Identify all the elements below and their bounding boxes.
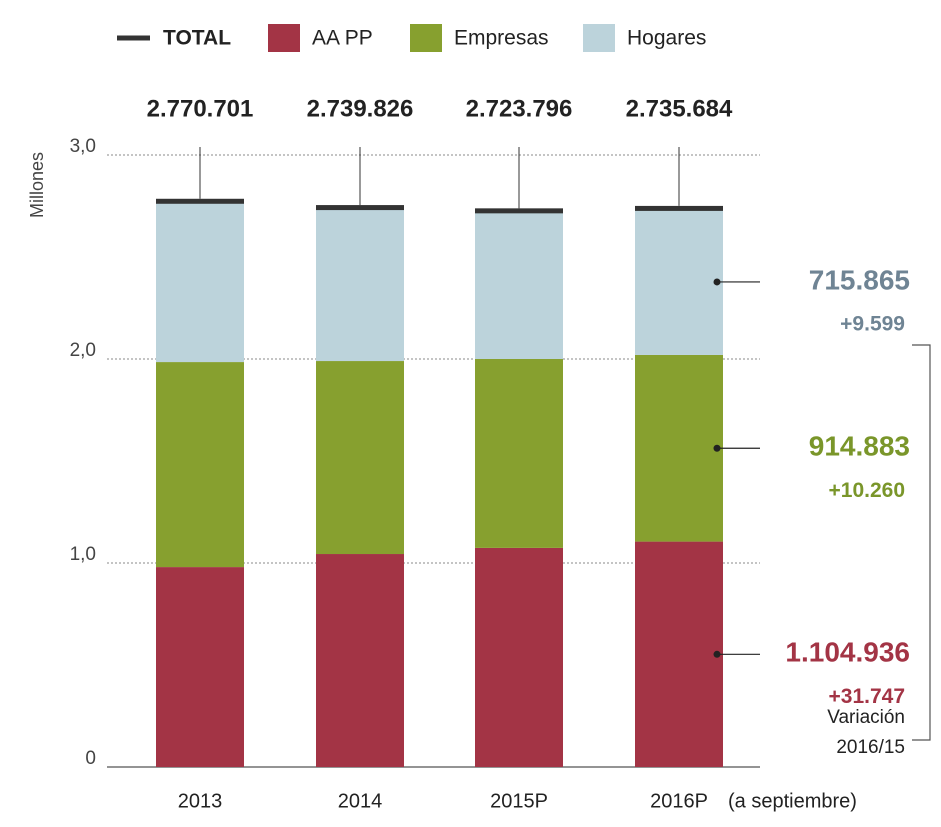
bracket: [912, 344, 931, 741]
y-tick-label: 2,0: [70, 340, 96, 361]
bar-segment: [156, 201, 244, 363]
bar-segment: [635, 208, 723, 355]
bar-segment: [475, 211, 563, 359]
change-label: +31.747: [829, 685, 906, 708]
legend-label: Hogares: [627, 27, 706, 50]
bar-segment: [475, 359, 563, 548]
legend-swatch: [410, 24, 442, 52]
x-tick-label: 2013: [178, 790, 223, 812]
total-marker: [635, 205, 723, 211]
bar-segment: [316, 361, 404, 555]
x-note: (a septiembre): [728, 790, 857, 812]
segment-label: 715.865: [809, 264, 910, 295]
bar-segment: [635, 541, 723, 767]
bar-segment: [475, 547, 563, 767]
legend-label: Empresas: [454, 27, 549, 50]
bar-segment: [156, 362, 244, 568]
total-label: 2.735.684: [626, 95, 733, 122]
total-marker: [156, 198, 244, 204]
bar-segment: [316, 554, 404, 767]
total-label: 2.739.826: [307, 95, 414, 122]
legend-label: TOTAL: [163, 27, 231, 50]
change-label: +9.599: [840, 312, 905, 335]
total-marker: [475, 208, 563, 214]
legend-swatch: [268, 24, 300, 52]
change-label: +10.260: [829, 479, 906, 502]
x-tick-label: 2015P: [490, 790, 548, 812]
x-tick-label: 2016P: [650, 790, 708, 812]
segment-label: 1.104.936: [785, 637, 910, 668]
bar-segment: [316, 208, 404, 362]
change-note: Variación: [827, 707, 905, 728]
total-marker: [316, 205, 404, 211]
bar-segment: [156, 567, 244, 767]
bar-segment: [635, 354, 723, 542]
legend-swatch: [583, 24, 615, 52]
x-tick-label: 2014: [338, 790, 383, 812]
y-tick-label: 3,0: [70, 136, 96, 157]
change-note: 2016/15: [836, 737, 905, 758]
legend-label: AA PP: [312, 27, 373, 50]
segment-label: 914.883: [809, 431, 910, 462]
y-tick-label: 0: [85, 748, 96, 769]
total-label: 2.770.701: [147, 95, 254, 122]
total-label: 2.723.796: [466, 95, 573, 122]
y-axis-label: Millones: [27, 152, 47, 218]
y-tick-label: 1,0: [70, 544, 96, 565]
